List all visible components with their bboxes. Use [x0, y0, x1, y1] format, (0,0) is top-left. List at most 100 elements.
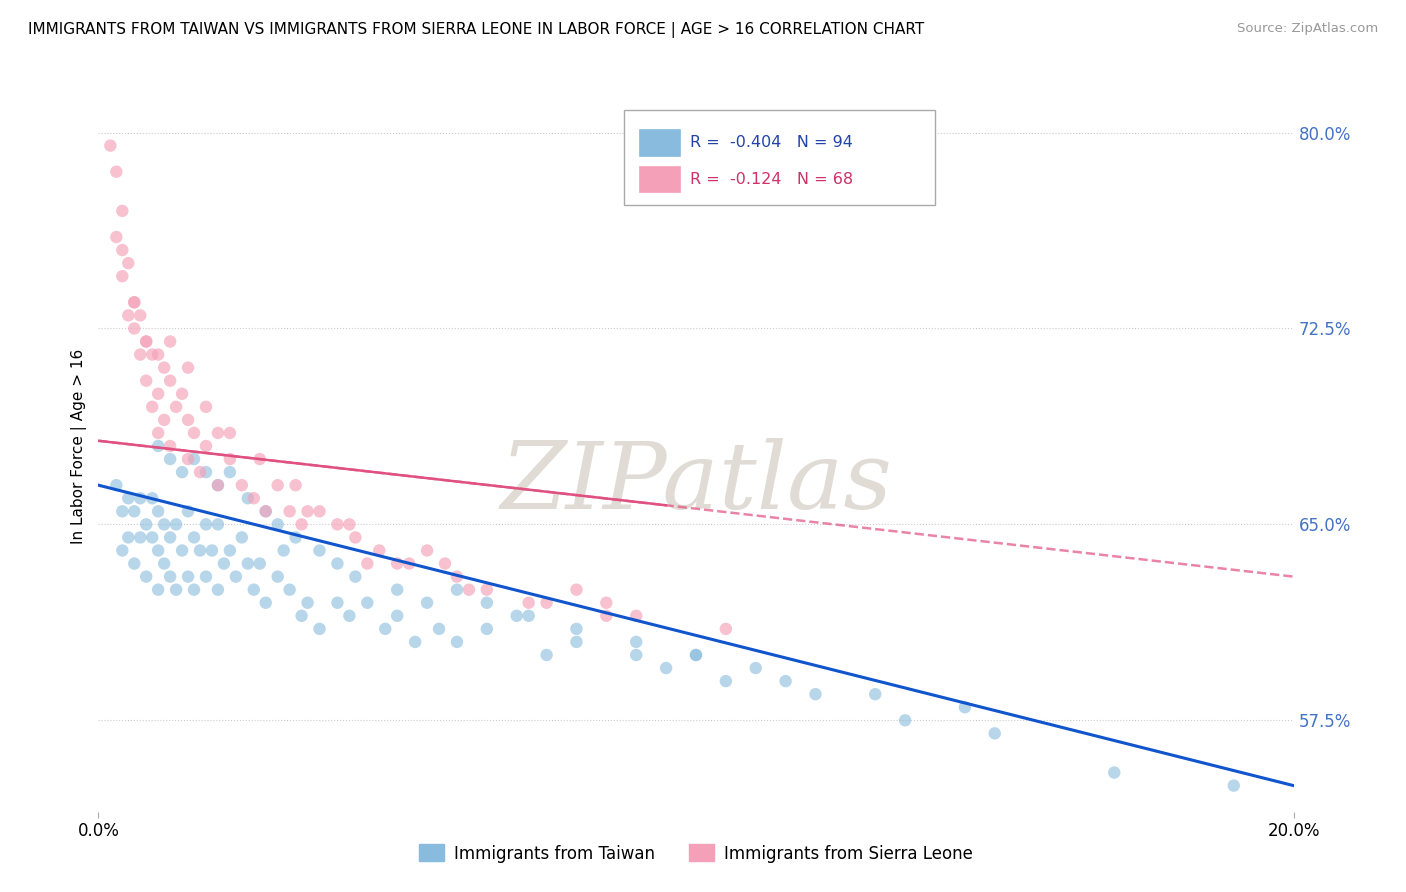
Point [745, 661, 768, 675]
Point [207, 478, 229, 492]
Point [124, 295, 146, 310]
Point [111, 269, 134, 284]
Point [308, 543, 330, 558]
Point [105, 230, 128, 244]
Point [195, 517, 218, 532]
Point [148, 543, 170, 558]
Point [236, 491, 259, 506]
Point [339, 517, 361, 532]
Point [135, 569, 157, 583]
Point [159, 452, 181, 467]
Point [183, 425, 205, 440]
Point [148, 582, 170, 597]
Point [141, 530, 163, 544]
Point [141, 491, 163, 506]
Point [254, 596, 277, 610]
Point [685, 648, 707, 662]
Point [135, 334, 157, 349]
Point [714, 674, 737, 689]
Point [111, 504, 134, 518]
Point [775, 674, 797, 689]
Point [243, 491, 266, 506]
Point [685, 648, 707, 662]
Point [308, 622, 330, 636]
Point [207, 478, 229, 492]
Point [135, 517, 157, 532]
Point [129, 309, 152, 323]
Point [385, 608, 409, 623]
Point [159, 334, 181, 349]
Y-axis label: In Labor Force | Age > 16: In Labor Force | Age > 16 [72, 349, 87, 543]
Point [894, 714, 917, 728]
Point [231, 478, 253, 492]
Point [339, 608, 361, 623]
Point [111, 543, 134, 558]
Point [148, 386, 170, 401]
Point [207, 582, 229, 597]
Point [141, 400, 163, 414]
Point [117, 309, 139, 323]
Point [124, 321, 146, 335]
Point [105, 164, 128, 178]
Point [177, 452, 200, 467]
Text: R =  -0.404   N = 94: R = -0.404 N = 94 [690, 135, 853, 150]
Point [249, 557, 271, 571]
Point [148, 439, 170, 453]
Point [195, 465, 218, 479]
Point [124, 557, 146, 571]
Point [148, 347, 170, 362]
Point [231, 530, 253, 544]
Text: Source: ZipAtlas.com: Source: ZipAtlas.com [1237, 22, 1378, 36]
Point [427, 622, 450, 636]
Point [326, 557, 349, 571]
Point [148, 425, 170, 440]
Point [344, 530, 367, 544]
Point [475, 582, 498, 597]
Point [326, 596, 349, 610]
Point [165, 400, 187, 414]
Point [291, 517, 314, 532]
Point [595, 608, 617, 623]
Point [506, 608, 529, 623]
Point [278, 582, 301, 597]
Point [207, 425, 229, 440]
Point [595, 596, 617, 610]
Point [404, 635, 426, 649]
Point [201, 543, 224, 558]
Point [984, 726, 1007, 740]
Point [626, 635, 648, 649]
Point [374, 622, 396, 636]
Text: R =  -0.124   N = 68: R = -0.124 N = 68 [690, 171, 853, 186]
Point [865, 687, 887, 701]
Legend: Immigrants from Taiwan, Immigrants from Sierra Leone: Immigrants from Taiwan, Immigrants from … [413, 838, 979, 869]
Point [153, 413, 176, 427]
Point [117, 491, 139, 506]
Point [195, 400, 218, 414]
Point [212, 557, 235, 571]
Point [655, 661, 678, 675]
Point [219, 425, 242, 440]
Point [129, 347, 152, 362]
Point [278, 504, 301, 518]
Point [183, 530, 205, 544]
Point [153, 360, 176, 375]
Point [129, 491, 152, 506]
Point [177, 569, 200, 583]
Point [356, 596, 378, 610]
Point [177, 413, 200, 427]
Point [111, 203, 134, 218]
Point [129, 530, 152, 544]
Point [141, 347, 163, 362]
Point [225, 569, 247, 583]
Point [416, 543, 439, 558]
Point [124, 295, 146, 310]
Point [434, 557, 457, 571]
Point [626, 648, 648, 662]
Point [135, 334, 157, 349]
Text: IMMIGRANTS FROM TAIWAN VS IMMIGRANTS FROM SIERRA LEONE IN LABOR FORCE | AGE > 16: IMMIGRANTS FROM TAIWAN VS IMMIGRANTS FRO… [28, 22, 924, 38]
Point [105, 478, 128, 492]
Point [626, 608, 648, 623]
Point [219, 543, 242, 558]
Point [219, 452, 242, 467]
Point [1104, 765, 1126, 780]
